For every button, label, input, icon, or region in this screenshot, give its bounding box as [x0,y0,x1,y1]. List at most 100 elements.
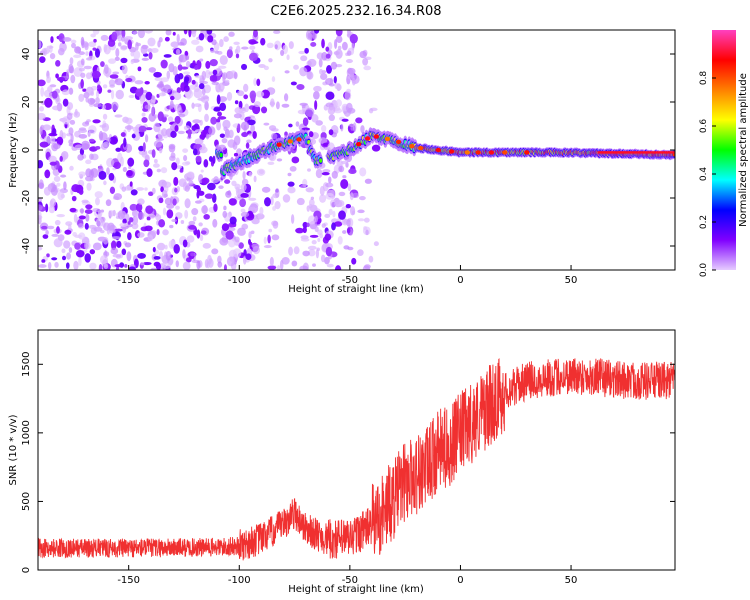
noise-blob [337,45,342,50]
noise-blob [237,90,245,97]
noise-blob [310,196,315,200]
noise-blob [148,51,153,60]
noise-blob [51,257,58,261]
noise-blob [346,219,351,227]
noise-blob [53,143,61,150]
noise-blob [171,219,178,223]
noise-blob [137,211,145,220]
noise-blob [317,237,321,243]
noise-blob [172,66,178,76]
noise-blob [144,104,151,110]
noise-blob [129,181,133,187]
noise-blob [166,70,171,80]
noise-blob [47,85,53,93]
colorbar-tick-label: 0.4 [699,167,709,182]
noise-blob [210,48,215,53]
noise-blob [270,128,279,132]
spectrogram-x-tick-label: -100 [228,275,251,286]
noise-blob [153,140,163,148]
noise-blob [324,213,331,218]
snr-x-tick-label: 0 [457,575,463,586]
noise-blob [216,94,221,105]
noise-blob [144,225,153,232]
noise-blob [106,167,110,175]
noise-blob [48,155,57,164]
noise-blob [122,225,127,234]
noise-blob [159,147,163,154]
noise-blob [105,199,112,207]
noise-blob [291,260,298,267]
noise-blob [193,88,203,99]
noise-blob [112,71,120,75]
snr-y-ticks: 0 500 1000 1500 [21,352,675,573]
noise-blob [261,186,271,193]
noise-blob [62,255,67,261]
noise-blob [188,30,192,38]
noise-blob [102,84,108,89]
noise-blob [132,30,138,35]
noise-blob [123,137,127,148]
noise-blob [307,58,317,67]
noise-blob [70,133,74,143]
noise-blob [89,249,96,255]
noise-blob [140,96,144,105]
noise-blob [327,104,336,115]
noise-blob [100,34,109,42]
noise-blob [192,216,197,222]
noise-blob [47,261,52,270]
noise-blob [281,103,290,108]
noise-blob [143,159,150,168]
noise-blob [119,222,128,228]
noise-blob [233,113,242,119]
noise-blob [325,46,330,52]
noise-blob [321,124,327,133]
noise-blob [255,90,265,98]
noise-blob [115,147,122,152]
signal-knot [449,149,455,154]
noise-blob [168,239,176,249]
noise-blob [156,228,160,236]
noise-blob [355,117,363,124]
noise-blob [109,136,118,145]
noise-blob [271,234,280,241]
noise-blob [287,172,292,177]
noise-blob [233,71,238,80]
noise-blob [334,82,339,90]
noise-blob [92,30,100,35]
noise-blob [96,84,101,90]
noise-blob [325,91,335,100]
noise-blob [135,41,139,51]
noise-blob [186,171,195,178]
noise-blob [328,176,332,184]
noise-blob [335,63,343,68]
noise-blob [74,46,82,54]
noise-blob [52,128,57,136]
noise-blob [263,236,267,245]
noise-blob [295,227,304,234]
noise-blob [173,176,179,186]
snr-x-tick-label: 50 [565,575,578,586]
noise-blob [59,155,63,162]
noise-blob [168,145,176,153]
noise-blob [340,160,349,165]
noise-blob [260,37,266,46]
noise-blob [111,31,118,42]
noise-blob [217,261,223,268]
noise-blob [165,30,172,36]
noise-blob [148,112,156,122]
noise-blob [95,217,104,227]
noise-blob [81,143,86,151]
noise-blob [54,219,61,226]
snr-x-tick-label: -150 [117,575,140,586]
noise-blob [78,215,86,220]
noise-blob [121,186,127,192]
noise-blob [322,169,331,173]
noise-blob [258,63,266,68]
noise-blob [178,73,184,80]
noise-blob [240,208,246,213]
noise-blob [204,101,209,111]
noise-blob [306,205,310,212]
noise-blob [362,57,369,66]
noise-blob [88,125,97,135]
noise-blob [145,91,153,101]
